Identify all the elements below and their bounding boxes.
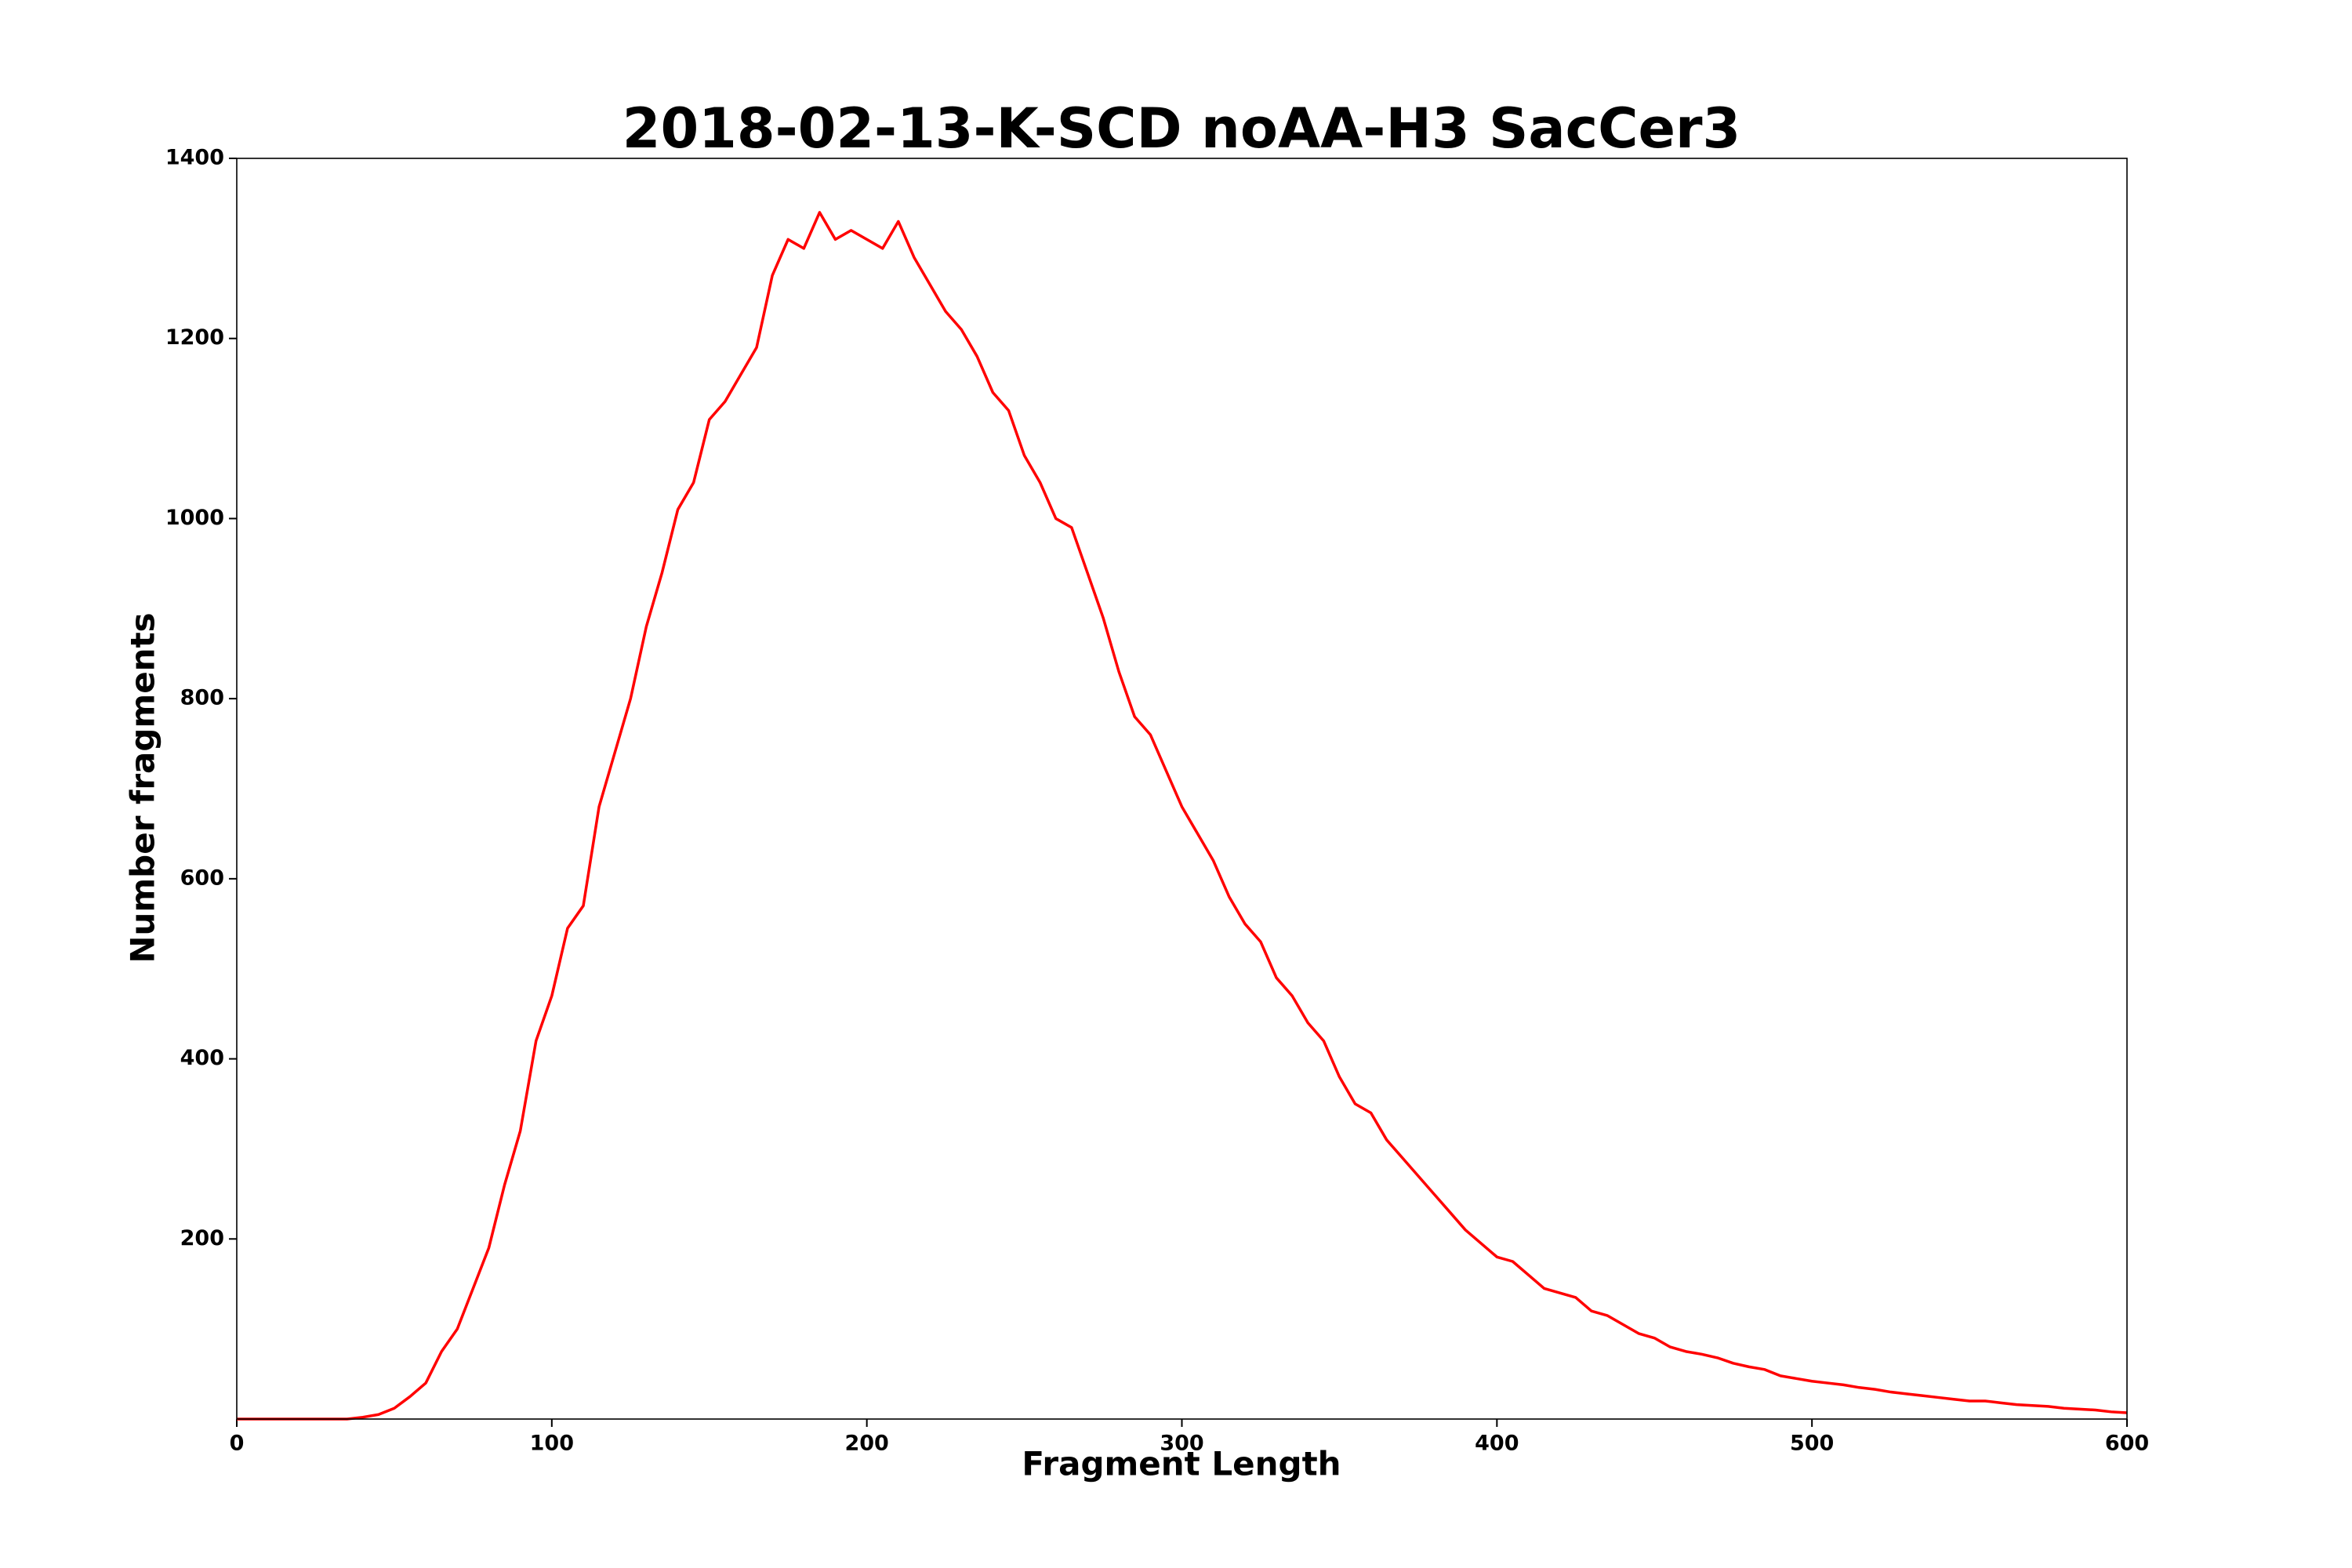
x-tick-label: 0 [230,1432,245,1456]
y-tick-label: 800 [180,686,224,710]
data-line [237,211,2128,1421]
chart-title: 2018-02-13-K-SCD noAA-H3 SacCer3 [622,96,1741,161]
y-tick-label: 400 [180,1046,224,1070]
x-tick-label: 200 [844,1432,888,1456]
plot-frame [236,158,2128,1420]
x-tick-label: 100 [530,1432,574,1456]
y-axis-label: Number fragments [124,612,162,963]
x-tick-label: 300 [1160,1432,1203,1456]
y-tick-label: 1000 [165,506,224,530]
y-tick-label: 1400 [165,146,224,170]
x-tick-label: 500 [1790,1432,1834,1456]
x-axis-label: Fragment Length [1022,1445,1341,1483]
y-tick-label: 1200 [165,325,224,350]
x-tick-label: 600 [2105,1432,2149,1456]
x-tick-label: 400 [1475,1432,1519,1456]
y-tick-label: 200 [180,1226,224,1250]
y-tick-label: 600 [180,866,224,890]
